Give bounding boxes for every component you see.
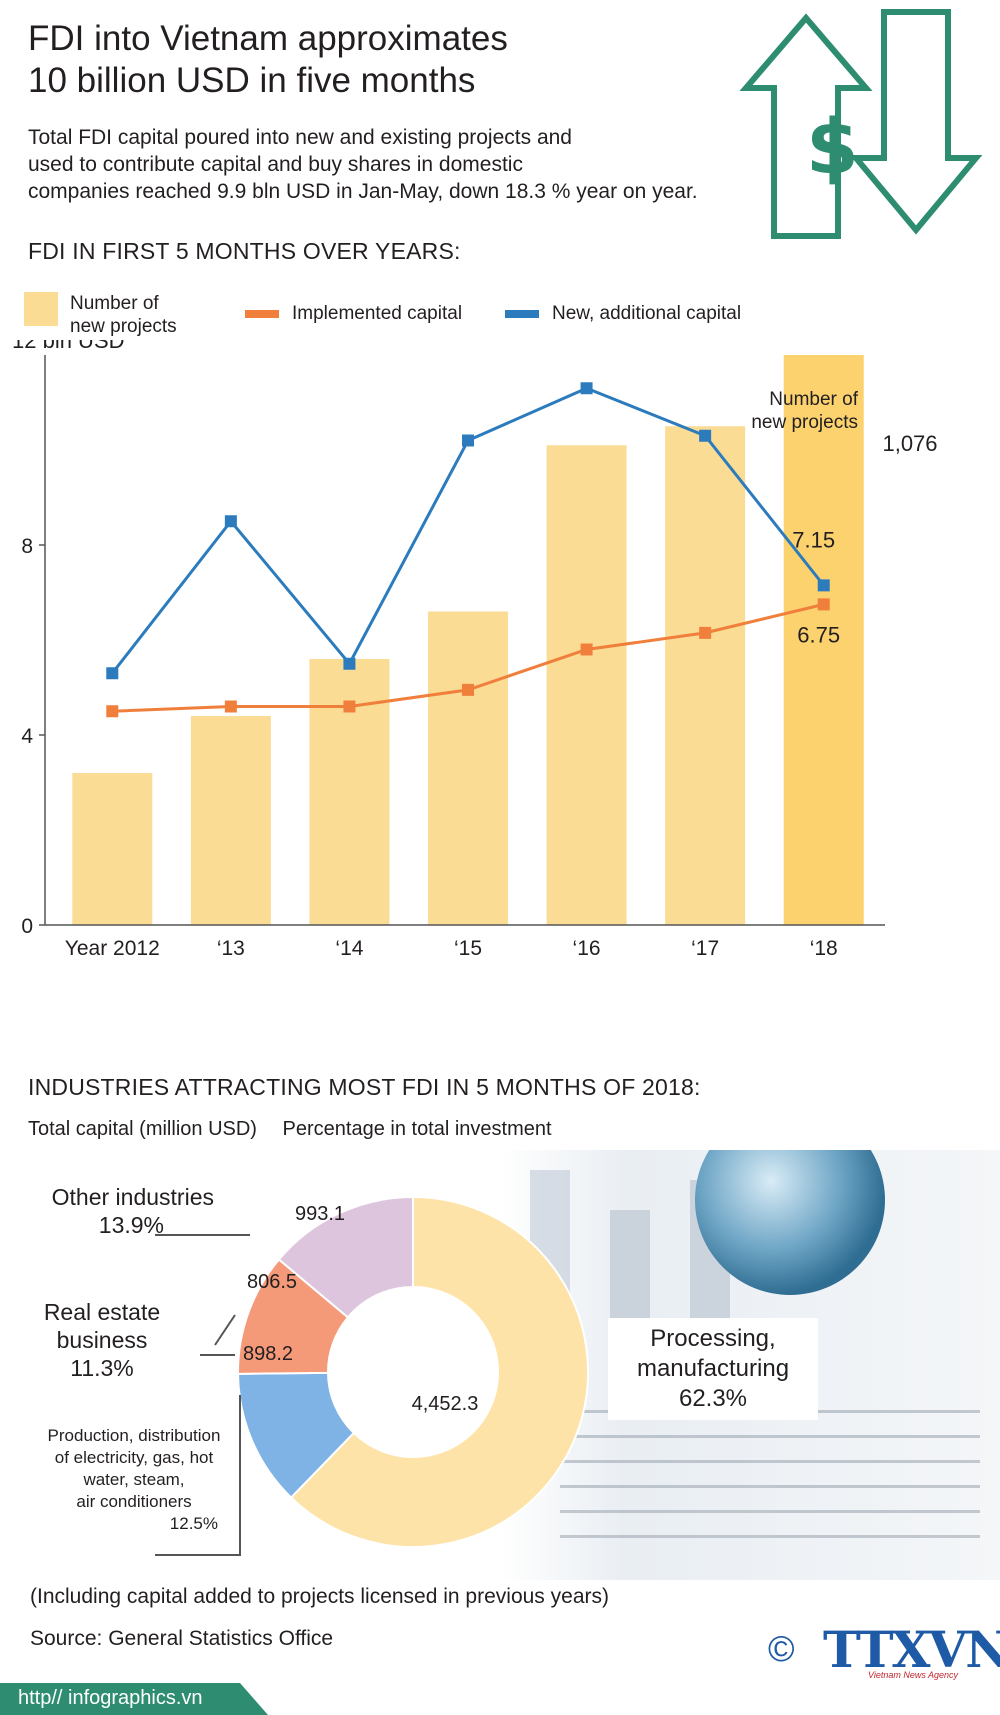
pie-label-real-name-2: business	[56, 1327, 148, 1353]
pie-value-2: 806.5	[247, 1271, 297, 1293]
fdi-chart: 0 4 8 12 bln USD Year 2012 ‘13 ‘14 ‘15 ‘16 ‘17 ‘18…	[12, 340, 885, 960]
legend-label-implemented: Implemented capital	[292, 303, 463, 324]
bar-3	[428, 611, 508, 925]
footer-url[interactable]: http// infographics.vn	[18, 1687, 203, 1709]
point-new-4	[580, 382, 593, 395]
pie-label-proc-name-2: manufacturing	[636, 1355, 790, 1382]
pie-label-elec-pct: 12.5%	[169, 1514, 218, 1533]
page-title: FDI into Vietnam approximates 10 billion…	[28, 18, 648, 102]
source: Source: General Statistics Office	[30, 1627, 334, 1650]
point-implemented-2	[343, 700, 356, 713]
pie-value-3: 993.1	[295, 1203, 345, 1225]
pie-label-elec-name-4: air conditioners	[76, 1492, 192, 1511]
pie-label-processing: Processing, manufacturing 62.3%	[608, 1318, 818, 1420]
point-implemented-3	[462, 683, 474, 696]
pie-value-0: 4,452.3	[412, 1393, 479, 1415]
point-implemented-5	[699, 626, 712, 639]
section-title-industries: INDUSTRIES ATTRACTING MOST FDI IN 5 MONT…	[28, 1074, 701, 1100]
legend-projects-line-2: new projects	[70, 316, 177, 337]
bar-6	[783, 355, 864, 925]
callout-label-line-1: Number of	[769, 389, 858, 410]
pie-label-elec-name-1: Production, distribution	[47, 1426, 221, 1445]
pie-label-electricity: Production, distribution of electricity,…	[14, 1425, 254, 1535]
title-line-2: 10 billion USD in five months	[28, 61, 476, 100]
pie-label-other-pct: 13.9%	[98, 1212, 164, 1238]
point-new-5	[699, 429, 712, 442]
pie-label-elec-name-2: of electricity, gas, hot	[54, 1448, 214, 1467]
pie-slice-3	[277, 1195, 414, 1319]
bar-2	[309, 659, 390, 925]
pie-label-real-name-1: Real estate	[43, 1299, 161, 1325]
legend-projects-line-1: Number of	[70, 293, 159, 314]
logo-subtitle: Vietnam News Agency	[868, 1670, 959, 1680]
pie-value-1: 898.2	[243, 1343, 293, 1365]
y-tick-label-2: 8	[21, 535, 33, 558]
subtitle-line-3: companies reached 9.9 bln USD in Jan-May…	[28, 180, 698, 203]
subtitle: Total FDI capital poured into new and ex…	[28, 124, 758, 205]
legend-label-new: New, additional capital	[552, 303, 742, 324]
point-new-6	[817, 579, 830, 592]
pie-label-other: Other industries 13.9%	[14, 1183, 214, 1239]
pie-label-real-estate: Real estate business 11.3%	[22, 1298, 182, 1382]
callout-label: Number of new projects	[718, 388, 858, 434]
x-tick-label-0: Year 2012	[65, 937, 160, 960]
pie-slice-0	[289, 1195, 589, 1548]
copyright-icon: ©	[768, 1628, 795, 1669]
pie-headers: Total capital (million USD) Percentage i…	[28, 1118, 572, 1141]
bar-5	[665, 426, 746, 925]
footnote: (Including capital added to projects lic…	[30, 1585, 609, 1608]
pie-label-real-pct: 11.3%	[70, 1355, 134, 1381]
callout-label-line-2: new projects	[751, 412, 858, 433]
legend-swatch-projects	[24, 292, 58, 326]
y-tick-label-0: 0	[21, 915, 33, 938]
legend-swatch-implemented	[245, 310, 279, 318]
bar-0	[72, 773, 153, 925]
pie-label-elec-name-3: water, steam,	[83, 1470, 185, 1489]
legend-label-projects: Number of new projects	[70, 292, 200, 338]
bar-1	[190, 716, 271, 925]
point-new-1	[224, 515, 237, 528]
pie-label-other-name: Other industries	[51, 1184, 214, 1210]
pie-header-capital: Total capital (million USD)	[28, 1118, 257, 1140]
dollar-arrows-icon: $	[739, 9, 983, 239]
subtitle-line-1: Total FDI capital poured into new and ex…	[28, 126, 572, 149]
point-implemented-4	[580, 643, 593, 656]
section-title-fdi-years: FDI IN FIRST 5 MONTHS OVER YEARS:	[28, 238, 461, 264]
x-tick-label-2: ‘14	[335, 937, 363, 960]
legend-swatch-new	[505, 310, 539, 318]
x-tick-label-1: ‘13	[217, 937, 245, 960]
data-label-new-2018: 7.15	[792, 527, 835, 552]
x-tick-label-4: ‘16	[573, 937, 601, 960]
pie-header-percentage: Percentage in total investment	[282, 1118, 552, 1140]
footer-bar	[0, 1683, 268, 1715]
y-tick-label-1: 4	[21, 725, 33, 748]
point-implemented-1	[224, 700, 237, 713]
subtitle-line-2: used to contribute capital and buy share…	[28, 153, 523, 176]
callout-projects-2018: 1,076	[868, 402, 952, 486]
point-new-2	[343, 657, 356, 670]
industries-pie: 4,452.3 898.2 806.5 993.1	[155, 1195, 589, 1556]
x-tick-label-6: ‘18	[810, 937, 838, 960]
data-label-impl-2018: 6.75	[797, 622, 840, 647]
svg-text:$: $	[806, 102, 859, 191]
pie-label-proc-name-1: Processing,	[650, 1325, 776, 1352]
ttxvn-logo: TTXVN	[823, 1620, 1000, 1679]
x-tick-label-3: ‘15	[454, 937, 482, 960]
point-implemented-6	[817, 598, 830, 611]
point-implemented-0	[106, 705, 119, 718]
title-line-1: FDI into Vietnam approximates	[28, 19, 508, 58]
x-tick-label-5: ‘17	[691, 937, 719, 960]
point-new-0	[106, 667, 119, 680]
y-axis-label: 12 bln USD	[12, 340, 125, 353]
pie-label-proc-pct: 62.3%	[678, 1385, 748, 1412]
bar-4	[546, 445, 627, 925]
point-new-3	[462, 434, 474, 447]
